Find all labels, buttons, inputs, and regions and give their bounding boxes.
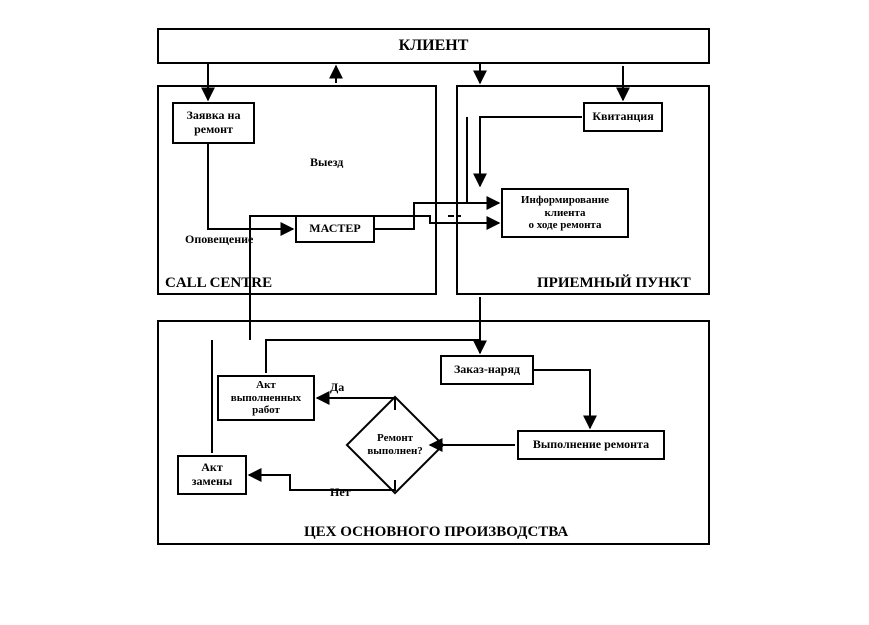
decision-text: Ремонтвыполнен? bbox=[367, 432, 422, 457]
node-receipt: Квитанция bbox=[583, 102, 663, 132]
title-reception: ПРИЕМНЫЙ ПУНКТ bbox=[537, 275, 691, 292]
node-master: МАСТЕР bbox=[295, 215, 375, 243]
node-request: Заявка наремонт bbox=[172, 102, 255, 144]
label-no: Нет bbox=[330, 485, 351, 500]
title-call-centre: CALL CENTRE bbox=[165, 275, 272, 292]
title-workshop: ЦЕХ ОСНОВНОГО ПРОИЗВОДСТВА bbox=[304, 524, 568, 541]
diagram-stage: КЛИЕНТ CALL CENTRE ПРИЕМНЫЙ ПУНКТ ЦЕХ ОС… bbox=[0, 0, 869, 625]
node-act-done: Актвыполненныхработ bbox=[217, 375, 315, 421]
node-inform: Информированиеклиентао ходе ремонта bbox=[501, 188, 629, 238]
label-yes: Да bbox=[330, 380, 344, 395]
node-client: КЛИЕНТ bbox=[157, 28, 710, 64]
node-act-replace: Актзамены bbox=[177, 455, 247, 495]
node-order: Заказ-наряд bbox=[440, 355, 534, 385]
label-notify: Оповещение bbox=[185, 232, 253, 247]
label-departure: Выезд bbox=[310, 155, 343, 170]
node-perform: Выполнение ремонта bbox=[517, 430, 665, 460]
